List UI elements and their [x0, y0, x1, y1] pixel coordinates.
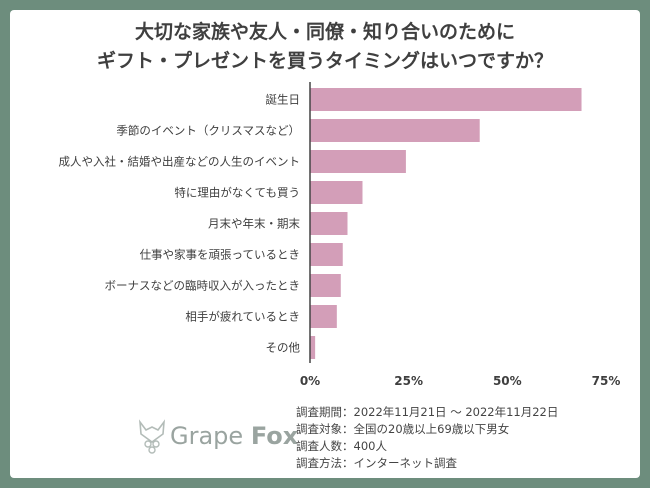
- logo-text-bold: Fox: [250, 422, 299, 450]
- chart-title: 大切な家族や友人・同僚・知り合いのために ギフト・プレゼントを買うタイミングはい…: [0, 18, 650, 76]
- grape-fox-logo: Grape Fox: [136, 418, 298, 458]
- x-tick-label-3: 75%: [592, 374, 621, 388]
- bar-2: [310, 150, 406, 173]
- bar-3: [310, 181, 363, 204]
- category-label-3: 特に理由がなくても買う: [174, 186, 300, 200]
- x-tick-label-0: 0%: [300, 374, 320, 388]
- fox-grape-icon: [138, 419, 166, 454]
- category-label-2: 成人や入社・結婚や出産などの人生のイベント: [59, 155, 301, 169]
- x-tick-label-2: 50%: [493, 374, 522, 388]
- category-label-8: その他: [266, 341, 301, 355]
- chart-title-line-2: ギフト・プレゼントを買うタイミングはいつですか？: [96, 50, 553, 72]
- survey-info: 調査期間：2022年11月21日 ～ 2022年11月22日 調査対象：全国の2…: [296, 404, 558, 472]
- survey-target: 調査対象：全国の20歳以上69歳以下男女: [296, 422, 510, 436]
- survey-count: 調査人数：400人: [296, 439, 387, 453]
- bar-4: [310, 212, 348, 235]
- category-label-6: ボーナスなどの臨時収入が入ったとき: [105, 279, 301, 293]
- logo-text: Grape Fox: [170, 422, 298, 450]
- category-label-5: 仕事や家事を頑張っているとき: [140, 248, 300, 262]
- category-label-4: 月末や年末・期末: [208, 217, 300, 231]
- bar-5: [310, 243, 343, 266]
- category-label-7: 相手が疲れているとき: [185, 310, 300, 324]
- survey-period: 調査期間：2022年11月21日 ～ 2022年11月22日: [296, 405, 559, 419]
- bar-1: [310, 119, 480, 142]
- bar-7: [310, 305, 337, 328]
- survey-method: 調査方法：インターネット調査: [296, 456, 457, 470]
- chart-title-line-1: 大切な家族や友人・同僚・知り合いのために: [134, 21, 515, 43]
- bar-0: [310, 88, 582, 111]
- category-label-0: 誕生日: [266, 93, 301, 107]
- x-tick-label-1: 25%: [394, 374, 423, 388]
- category-label-1: 季節のイベント（クリスマスなど）: [116, 124, 300, 138]
- bar-6: [310, 274, 341, 297]
- logo-text-light: Grape: [170, 422, 244, 450]
- bar-8: [310, 336, 316, 359]
